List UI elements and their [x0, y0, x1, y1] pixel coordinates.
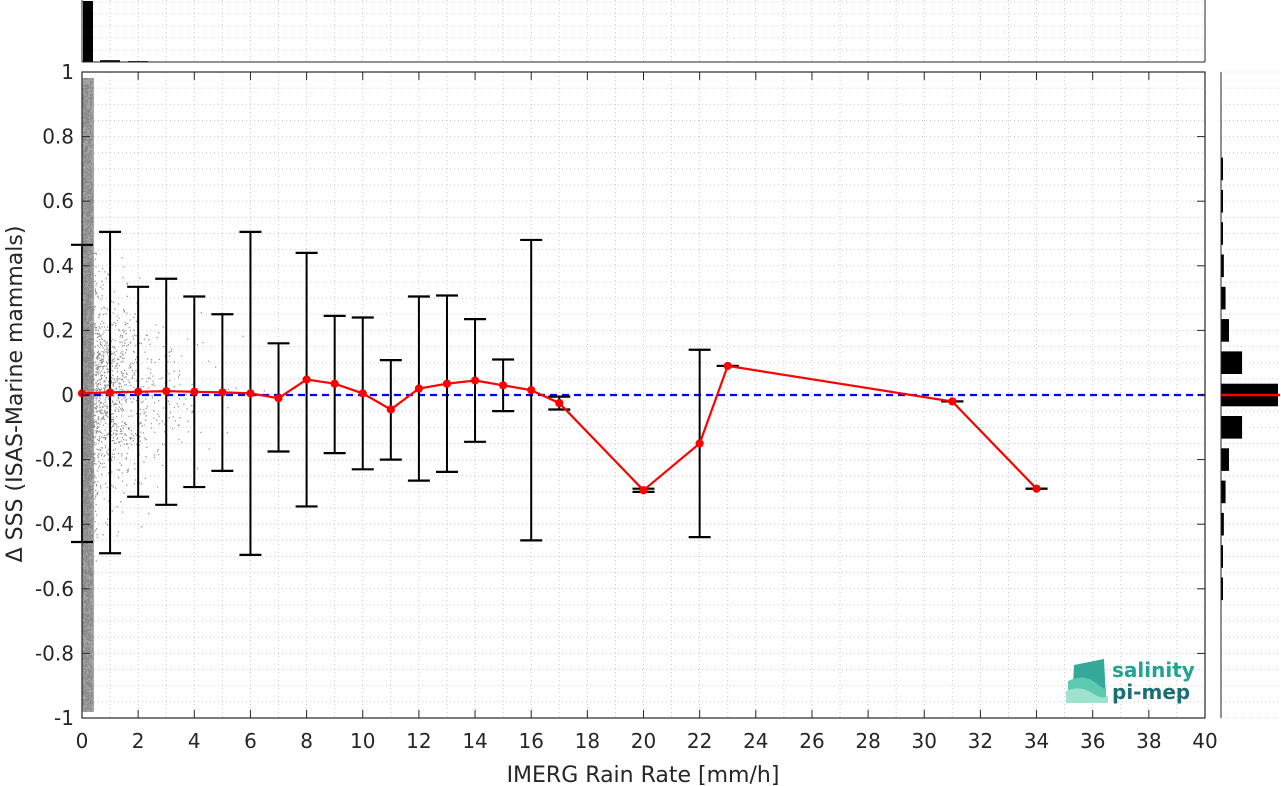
- x-tick-label: 24: [743, 729, 768, 753]
- y-tick-label: 0.8: [42, 125, 74, 149]
- mean-point: [1032, 484, 1041, 493]
- right-hist-bar: [1221, 545, 1223, 568]
- x-tick-label: 2: [132, 729, 145, 753]
- x-tick-label: 34: [1024, 729, 1049, 753]
- mean-point: [527, 386, 536, 395]
- y-tick-label: -0.8: [35, 641, 74, 665]
- mean-point: [218, 388, 227, 397]
- mean-point: [499, 381, 508, 390]
- y-tick-label: -1: [54, 706, 74, 730]
- mean-point: [134, 387, 143, 396]
- mean-line: [77, 361, 1041, 495]
- mean-point: [274, 394, 283, 403]
- right-hist-bar: [1221, 286, 1226, 310]
- mean-point: [190, 387, 199, 396]
- mean-point: [330, 379, 339, 388]
- x-tick-label: 8: [300, 729, 313, 753]
- salinity-pi-mep-logo: salinity pi-mep: [1066, 658, 1195, 704]
- x-tick-label: 6: [244, 729, 257, 753]
- y-tick-label: 0.4: [42, 254, 74, 278]
- top-hist-bar: [83, 1, 93, 62]
- mean-point: [470, 376, 480, 385]
- mean-point: [414, 384, 423, 393]
- right-hist-bar: [1221, 254, 1224, 278]
- x-tick-label: 32: [968, 729, 993, 753]
- mean-point: [639, 486, 648, 495]
- right-hist-bar: [1221, 189, 1223, 213]
- x-tick-label: 0: [76, 729, 89, 753]
- y-tick-label: -0.4: [35, 512, 74, 536]
- mean-point: [386, 405, 395, 414]
- logo-wave-icon: [1066, 659, 1108, 703]
- x-tick-label: 18: [575, 729, 600, 753]
- x-axis-title: IMERG Rain Rate [mm/h]: [507, 763, 780, 786]
- mean-point: [302, 375, 311, 384]
- y-tick-label: -0.2: [35, 448, 74, 472]
- right-hist-bar: [1221, 448, 1229, 471]
- y-axis-title: Δ SSS (ISAS-Marine mammals): [3, 226, 28, 563]
- mean-point: [948, 397, 957, 406]
- x-tick-label: 38: [1136, 729, 1161, 753]
- mean-point: [695, 439, 704, 448]
- mean-point: [555, 398, 564, 408]
- x-tick-label: 10: [350, 729, 375, 753]
- y-tick-label: 0.6: [42, 189, 74, 213]
- y-tick-label: -0.6: [35, 577, 74, 601]
- x-axis-ticks: 0 2 4 6 8 10 12 14 16 18 20 22 24 26 28 30 32 34 36 38 40: [76, 72, 1218, 753]
- x-tick-label: 36: [1080, 729, 1105, 753]
- right-hist-bar: [1221, 577, 1223, 601]
- main-plot-panel: 0 2 4 6 8 10 12 14 16 18 20 22 24 26 28 30 32 34 36 38 40 -1…: [35, 60, 1218, 753]
- y-tick-label: 1: [61, 60, 74, 84]
- mean-point: [246, 389, 255, 398]
- x-tick-label: 20: [631, 729, 656, 753]
- right-hist-bar: [1221, 512, 1224, 536]
- mean-point: [105, 388, 115, 397]
- logo-line2: pi-mep: [1112, 680, 1190, 704]
- x-tick-label: 14: [462, 729, 487, 753]
- right-hist-bar: [1221, 222, 1223, 245]
- top-hist-bar: [100, 60, 121, 62]
- x-tick-label: 40: [1192, 729, 1217, 753]
- mean-point: [723, 361, 732, 371]
- mean-point: [358, 389, 367, 398]
- x-tick-label: 30: [912, 729, 937, 753]
- top-histogram-panel: [81, 0, 1206, 63]
- right-hist-bar: [1221, 351, 1243, 375]
- x-tick-label: 28: [855, 729, 880, 753]
- x-tick-label: 22: [687, 729, 712, 753]
- x-tick-label: 4: [188, 729, 201, 753]
- y-tick-label: 0.2: [42, 318, 74, 342]
- mean-point: [162, 387, 171, 396]
- x-tick-label: 16: [518, 729, 543, 753]
- right-hist-bar: [1221, 480, 1226, 504]
- right-histogram-panel: [1220, 71, 1280, 719]
- right-hist-bar: [1221, 415, 1243, 439]
- mean-point: [442, 379, 452, 388]
- y-tick-label: 0: [61, 383, 74, 407]
- y-axis-ticks: -1 -0.8 -0.6 -0.4 -0.2 0 0.2 0.4 0.6 0.8 1: [35, 60, 1205, 730]
- logo-line1: salinity: [1112, 658, 1195, 682]
- x-tick-label: 26: [799, 729, 824, 753]
- right-hist-bar: [1221, 319, 1229, 342]
- right-hist-bar: [1221, 157, 1223, 181]
- x-tick-label: 12: [406, 729, 431, 753]
